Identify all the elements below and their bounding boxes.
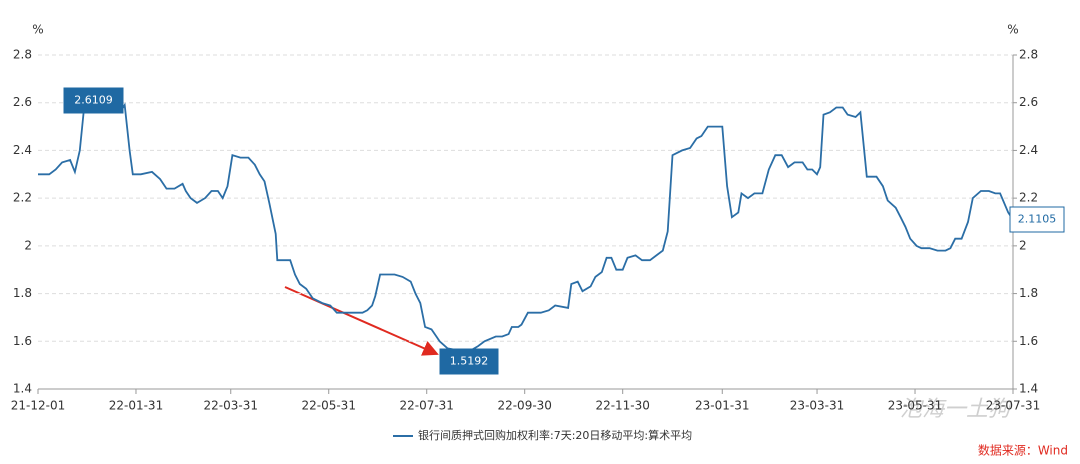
y2-tick-label: 2.6: [1019, 95, 1038, 109]
source: 数据来源：Wind: [978, 443, 1068, 458]
x-tick-label: 23-01-31: [695, 399, 749, 413]
y-tick-label: 2: [24, 238, 32, 252]
x-tick-label: 22-01-31: [109, 399, 163, 413]
annotation-box: [439, 348, 499, 375]
x-tick-label: 23-07-31: [986, 399, 1040, 413]
annotation-label: 2.6109: [74, 94, 113, 107]
y-tick-label: 2.4: [13, 143, 32, 157]
y2-tick-label: 2: [1019, 238, 1027, 252]
x-tick-label: 22-03-31: [204, 399, 258, 413]
y-tick-label: 2.8: [13, 48, 32, 62]
annotation-box: [63, 87, 124, 114]
watermark: 泡海一土狗: [900, 397, 1013, 422]
y-unit: %: [32, 23, 43, 37]
x-tick-label: 23-03-31: [790, 399, 844, 413]
y2-unit: %: [1007, 23, 1018, 37]
legend-label: 银行间质押式回购加权利率:7天:20日移动平均:算术平均: [418, 428, 692, 442]
y-tick-label: 2.2: [13, 191, 32, 205]
arrow: [284, 286, 439, 356]
y-tick-label: 1.6: [13, 334, 32, 348]
x-tick-label: 22-09-30: [497, 399, 551, 413]
y2-tick-label: 2.4: [1019, 143, 1038, 157]
y2-tick-label: 2.2: [1019, 191, 1038, 205]
x-tick-label: 22-05-31: [301, 399, 355, 413]
annotation-label: 1.5192: [450, 355, 489, 368]
y2-tick-label: 2.8: [1019, 48, 1038, 62]
annotation-box: [1009, 206, 1065, 233]
y-tick-label: 2.6: [13, 95, 32, 109]
y-tick-label: 1.8: [13, 286, 32, 300]
x-tick-label: 22-11-30: [595, 399, 649, 413]
y2-tick-label: 1.6: [1019, 334, 1038, 348]
x-tick-label: 21-12-01: [11, 399, 65, 413]
y2-tick-label: 1.8: [1019, 286, 1038, 300]
x-tick-label: 22-07-31: [399, 399, 453, 413]
x-tick-label: 23-05-31: [888, 399, 942, 413]
line-series: [38, 101, 1014, 352]
y2-tick-label: 1.4: [1019, 382, 1038, 396]
y-tick-label: 1.4: [13, 382, 32, 396]
annotation-label: 2.1105: [1018, 213, 1057, 226]
